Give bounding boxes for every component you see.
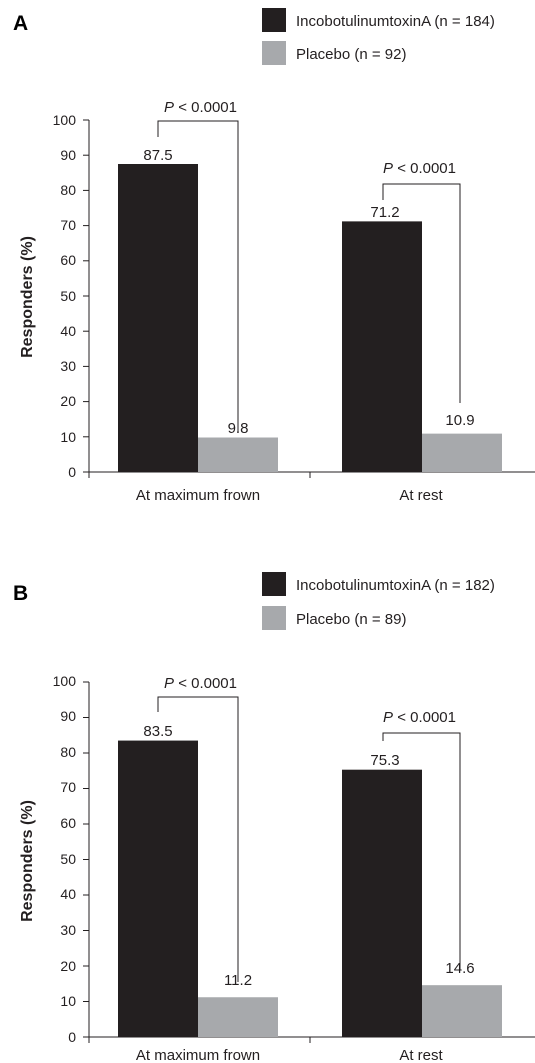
y-tick-label-20: 20 [60, 393, 76, 409]
y-tick-label-100: 100 [53, 673, 77, 689]
legend-swatch-incobotulinumtoxina [262, 8, 286, 32]
chart-panel-b: B IncobotulinumtoxinA (n = 182) Placebo … [13, 572, 535, 1063]
y-tick-label-60: 60 [60, 252, 76, 268]
y-tick-label-30: 30 [60, 358, 76, 374]
x-tick-label-at-rest: At rest [399, 1047, 443, 1063]
y-tick-label-0: 0 [68, 464, 76, 480]
y-tick-label-50: 50 [60, 851, 76, 867]
bar-rest-placebo [422, 985, 502, 1037]
legend-label-incobotulinumtoxina: IncobotulinumtoxinA (n = 182) [296, 577, 495, 594]
y-tick-label-20: 20 [60, 958, 76, 974]
chart-panel-a: A IncobotulinumtoxinA (n = 184) Placebo … [13, 8, 535, 504]
y-axis-label: Responders (%) [19, 800, 36, 922]
y-tick-label-10: 10 [60, 429, 76, 445]
y-tick-label-60: 60 [60, 815, 76, 831]
bar-frown-incobotulinumtoxina [118, 740, 198, 1037]
panel-letter-b: B [13, 582, 28, 605]
y-tick-label-50: 50 [60, 288, 76, 304]
bar-frown-placebo [198, 437, 278, 472]
data-label-frown-incobotulinumtoxina: 83.5 [143, 723, 172, 740]
bar-frown-incobotulinumtoxina [118, 164, 198, 472]
bar-rest-incobotulinumtoxina [342, 769, 422, 1037]
data-label-rest-placebo: 10.9 [445, 412, 474, 429]
x-tick-label-at-maximum-frown: At maximum frown [136, 1047, 260, 1063]
bar-rest-placebo [422, 433, 502, 472]
legend-swatch-placebo [262, 606, 286, 630]
y-tick-label-90: 90 [60, 708, 76, 724]
y-tick-label-40: 40 [60, 886, 76, 902]
significance-bracket-rest: P < 0.0001 [382, 709, 461, 970]
y-tick-label-80: 80 [60, 744, 76, 760]
bar-rest-incobotulinumtoxina [342, 221, 422, 472]
y-tick-label-40: 40 [60, 323, 76, 339]
legend-label-placebo: Placebo (n = 89) [296, 611, 407, 628]
bars-a [118, 164, 502, 472]
y-axis-ticks: 0 10 20 30 40 50 60 70 80 90 100 [53, 112, 77, 480]
y-tick-label-80: 80 [60, 182, 76, 198]
legend-label-incobotulinumtoxina: IncobotulinumtoxinA (n = 184) [296, 13, 495, 30]
legend-a: IncobotulinumtoxinA (n = 184) Placebo (n… [262, 8, 495, 65]
p-value-frown: P < 0.0001 [164, 99, 237, 116]
y-tick-label-70: 70 [60, 779, 76, 795]
data-label-frown-incobotulinumtoxina: 87.5 [143, 147, 172, 164]
y-tick-label-100: 100 [53, 112, 77, 128]
significance-bracket-frown: P < 0.0001 [157, 675, 239, 982]
y-tick-label-10: 10 [60, 993, 76, 1009]
y-tick-label-90: 90 [60, 147, 76, 163]
data-label-rest-incobotulinumtoxina: 71.2 [370, 204, 399, 221]
bars-b [118, 740, 502, 1037]
x-tick-label-at-rest: At rest [399, 487, 443, 504]
p-value-rest: P < 0.0001 [383, 160, 456, 177]
legend-b: IncobotulinumtoxinA (n = 182) Placebo (n… [262, 572, 495, 630]
panel-letter-a: A [13, 12, 28, 35]
y-tick-label-0: 0 [68, 1029, 76, 1045]
legend-label-placebo: Placebo (n = 92) [296, 46, 407, 63]
p-value-rest: P < 0.0001 [383, 709, 456, 726]
y-tick-label-70: 70 [60, 217, 76, 233]
bar-frown-placebo [198, 997, 278, 1037]
y-axis-label: Responders (%) [19, 236, 36, 358]
significance-bracket-rest: P < 0.0001 [382, 160, 461, 403]
data-label-rest-incobotulinumtoxina: 75.3 [370, 752, 399, 769]
y-axis-ticks: 0 10 20 30 40 50 60 70 80 90 100 [53, 673, 77, 1045]
p-value-frown: P < 0.0001 [164, 675, 237, 692]
significance-bracket-frown: P < 0.0001 [157, 99, 239, 432]
y-tick-label-30: 30 [60, 922, 76, 938]
legend-swatch-incobotulinumtoxina [262, 572, 286, 596]
x-tick-label-at-maximum-frown: At maximum frown [136, 487, 260, 504]
legend-swatch-placebo [262, 41, 286, 65]
